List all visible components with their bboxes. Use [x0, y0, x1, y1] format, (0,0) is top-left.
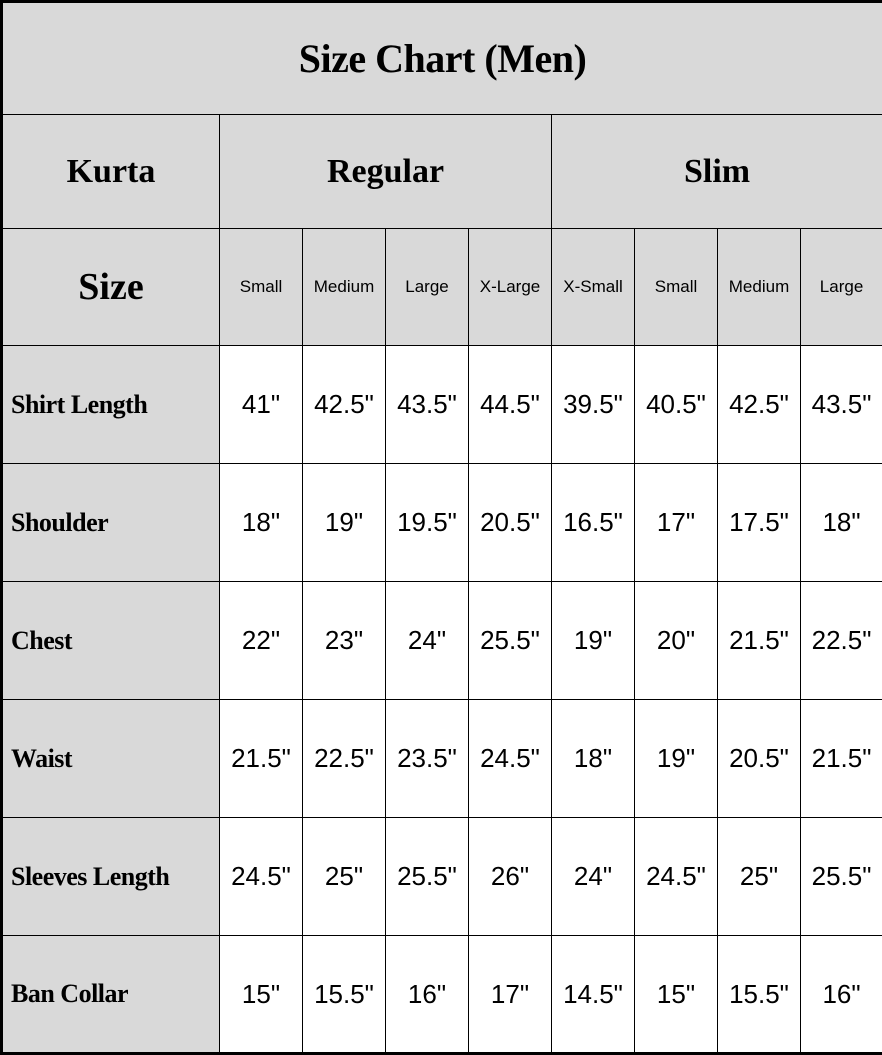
- measurement-value-cell: 42.5": [303, 346, 386, 464]
- measurement-value-cell: 15": [635, 936, 718, 1054]
- table-row-ban-collar: Ban Collar 15" 15.5" 16" 17" 14.5" 15" 1…: [2, 936, 882, 1054]
- measurement-row-label: Waist: [2, 700, 220, 818]
- measurement-value-cell: 25": [303, 818, 386, 936]
- measurement-value-cell: 20.5": [718, 700, 801, 818]
- slim-fit-header: Slim: [552, 115, 882, 229]
- measurement-value-cell: 19.5": [386, 464, 469, 582]
- size-column-header-slim-xsmall: X-Small: [552, 229, 635, 346]
- size-column-header-regular-small: Small: [220, 229, 303, 346]
- measurement-value-cell: 18": [220, 464, 303, 582]
- measurement-value-cell: 21.5": [801, 700, 882, 818]
- table-row-shirt-length: Shirt Length 41" 42.5" 43.5" 44.5" 39.5"…: [2, 346, 882, 464]
- measurement-value-cell: 25.5": [801, 818, 882, 936]
- measurement-value-cell: 16.5": [552, 464, 635, 582]
- measurement-value-cell: 19": [552, 582, 635, 700]
- measurement-value-cell: 15.5": [718, 936, 801, 1054]
- measurement-value-cell: 16": [801, 936, 882, 1054]
- measurement-value-cell: 18": [801, 464, 882, 582]
- measurement-value-cell: 24.5": [635, 818, 718, 936]
- table-row-shoulder: Shoulder 18" 19" 19.5" 20.5" 16.5" 17" 1…: [2, 464, 882, 582]
- table-row-waist: Waist 21.5" 22.5" 23.5" 24.5" 18" 19" 20…: [2, 700, 882, 818]
- measurement-value-cell: 16": [386, 936, 469, 1054]
- measurement-value-cell: 24": [386, 582, 469, 700]
- measurement-row-label: Sleeves Length: [2, 818, 220, 936]
- measurement-row-label: Shirt Length: [2, 346, 220, 464]
- measurement-value-cell: 41": [220, 346, 303, 464]
- regular-fit-header: Regular: [220, 115, 552, 229]
- measurement-value-cell: 24.5": [469, 700, 552, 818]
- measurement-value-cell: 19": [303, 464, 386, 582]
- chart-title: Size Chart (Men): [2, 2, 882, 115]
- table-row-chest: Chest 22" 23" 24" 25.5" 19" 20" 21.5" 22…: [2, 582, 882, 700]
- measurement-value-cell: 22": [220, 582, 303, 700]
- size-header-row: Size Small Medium Large X-Large X-Small …: [2, 229, 882, 346]
- size-column-header-slim-medium: Medium: [718, 229, 801, 346]
- measurement-value-cell: 21.5": [718, 582, 801, 700]
- kurta-header: Kurta: [2, 115, 220, 229]
- measurement-value-cell: 25": [718, 818, 801, 936]
- measurement-value-cell: 15": [220, 936, 303, 1054]
- measurement-value-cell: 20": [635, 582, 718, 700]
- measurement-value-cell: 25.5": [386, 818, 469, 936]
- size-column-header-regular-xlarge: X-Large: [469, 229, 552, 346]
- group-header-row: Kurta Regular Slim: [2, 115, 882, 229]
- measurement-value-cell: 43.5": [801, 346, 882, 464]
- measurement-value-cell: 23.5": [386, 700, 469, 818]
- measurement-row-label: Ban Collar: [2, 936, 220, 1054]
- measurement-value-cell: 40.5": [635, 346, 718, 464]
- measurement-value-cell: 39.5": [552, 346, 635, 464]
- measurement-value-cell: 23": [303, 582, 386, 700]
- measurement-value-cell: 22.5": [303, 700, 386, 818]
- measurement-value-cell: 20.5": [469, 464, 552, 582]
- size-column-header-slim-large: Large: [801, 229, 882, 346]
- measurement-row-label: Chest: [2, 582, 220, 700]
- measurement-value-cell: 17": [469, 936, 552, 1054]
- size-column-header-slim-small: Small: [635, 229, 718, 346]
- title-row: Size Chart (Men): [2, 2, 882, 115]
- measurement-row-label: Shoulder: [2, 464, 220, 582]
- measurement-value-cell: 43.5": [386, 346, 469, 464]
- measurement-value-cell: 15.5": [303, 936, 386, 1054]
- measurement-value-cell: 18": [552, 700, 635, 818]
- measurement-value-cell: 19": [635, 700, 718, 818]
- measurement-value-cell: 22.5": [801, 582, 882, 700]
- measurement-value-cell: 26": [469, 818, 552, 936]
- table-row-sleeves-length: Sleeves Length 24.5" 25" 25.5" 26" 24" 2…: [2, 818, 882, 936]
- measurement-value-cell: 25.5": [469, 582, 552, 700]
- measurement-value-cell: 24": [552, 818, 635, 936]
- measurement-value-cell: 21.5": [220, 700, 303, 818]
- size-header-label: Size: [2, 229, 220, 346]
- size-column-header-regular-large: Large: [386, 229, 469, 346]
- measurement-value-cell: 17": [635, 464, 718, 582]
- measurement-value-cell: 24.5": [220, 818, 303, 936]
- measurement-value-cell: 44.5": [469, 346, 552, 464]
- measurement-value-cell: 42.5": [718, 346, 801, 464]
- measurement-value-cell: 14.5": [552, 936, 635, 1054]
- measurement-value-cell: 17.5": [718, 464, 801, 582]
- size-column-header-regular-medium: Medium: [303, 229, 386, 346]
